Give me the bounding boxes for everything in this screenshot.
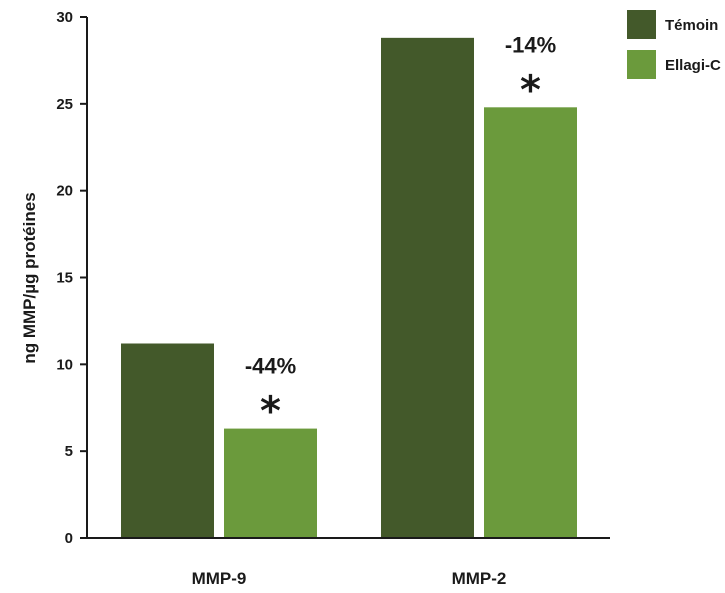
x-category-labels: MMP-9 MMP-2 bbox=[192, 569, 507, 588]
y-tick-label: 25 bbox=[56, 96, 73, 113]
legend-label: Témoin bbox=[665, 17, 718, 34]
significance-asterisk: * bbox=[520, 67, 541, 113]
bar-mmp-9-ellagi-c bbox=[224, 428, 317, 538]
y-tick-label: 15 bbox=[56, 270, 73, 287]
x-category-label: MMP-9 bbox=[192, 569, 247, 588]
percent-change-label: -44% bbox=[245, 354, 296, 379]
annotations: * -44% * -14% bbox=[245, 32, 556, 434]
y-tick-label: 5 bbox=[65, 443, 73, 460]
percent-change-label: -14% bbox=[505, 32, 556, 57]
y-axis-label: ng MMP/µg protéines bbox=[20, 192, 39, 363]
bar-mmp-2-ellagi-c bbox=[484, 107, 577, 538]
y-tick-label: 20 bbox=[56, 183, 73, 200]
bar-mmp-2-temoin bbox=[381, 37, 474, 539]
legend: Témoin Ellagi-C bbox=[627, 10, 721, 79]
y-tick-label: 10 bbox=[56, 356, 73, 373]
y-tick-label: 30 bbox=[56, 9, 73, 26]
y-ticks: 0 5 10 15 20 25 30 bbox=[56, 9, 87, 547]
significance-asterisk: * bbox=[260, 389, 281, 435]
x-category-label: MMP-2 bbox=[452, 569, 507, 588]
legend-label: Ellagi-C bbox=[665, 57, 721, 74]
bars-layer bbox=[121, 37, 577, 539]
bar-mmp-9-temoin bbox=[121, 343, 214, 538]
y-tick-label: 0 bbox=[65, 530, 73, 547]
legend-swatch bbox=[627, 10, 656, 39]
legend-swatch bbox=[627, 50, 656, 79]
